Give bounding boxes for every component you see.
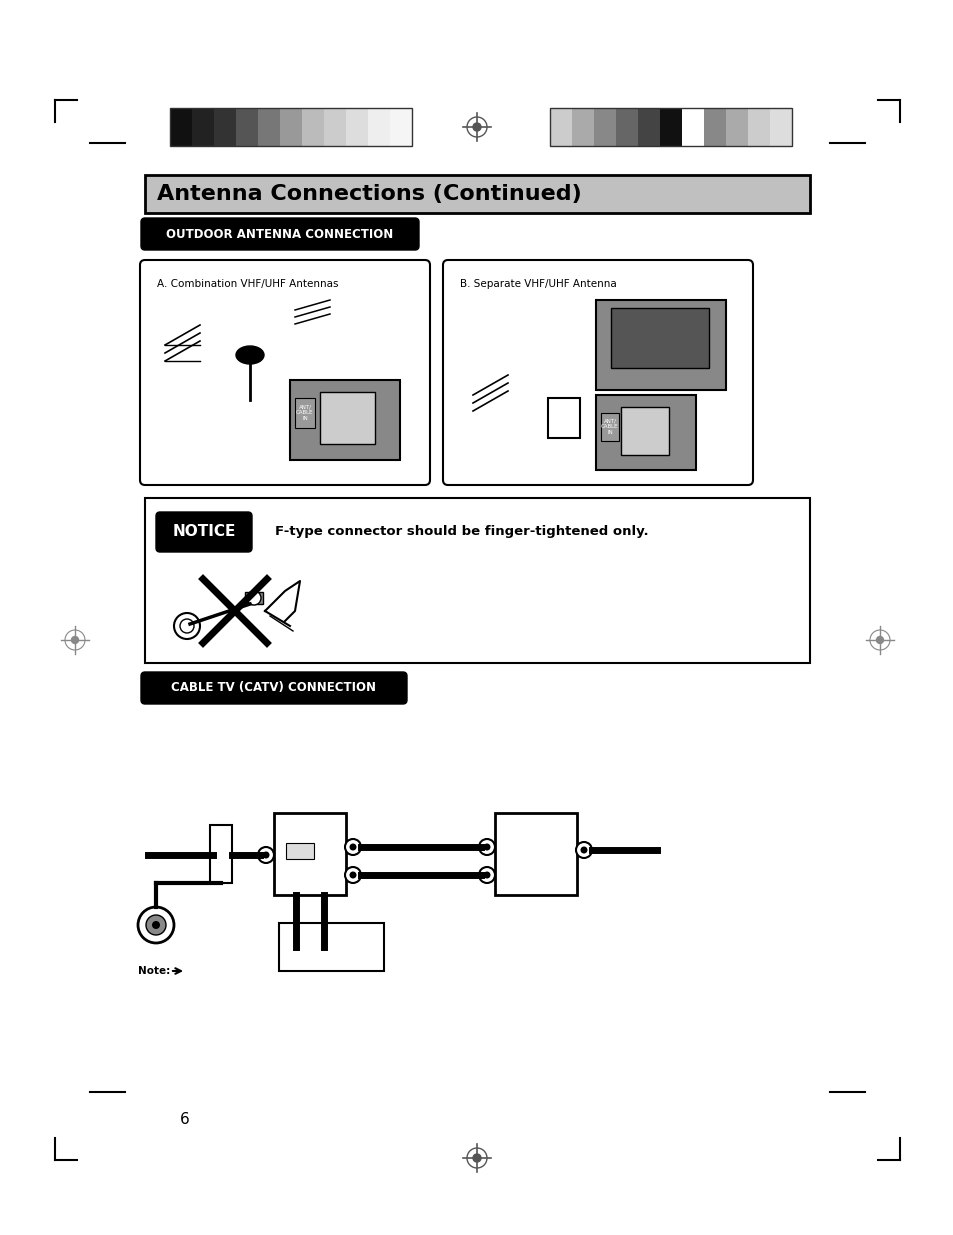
Bar xyxy=(550,107,572,146)
Bar xyxy=(274,813,346,895)
Bar xyxy=(703,107,725,146)
Bar xyxy=(145,175,809,212)
Bar xyxy=(170,107,192,146)
Circle shape xyxy=(180,619,193,634)
Bar xyxy=(596,300,725,390)
Text: CABLE TV (CATV) CONNECTION: CABLE TV (CATV) CONNECTION xyxy=(172,682,376,694)
Bar xyxy=(286,844,314,860)
FancyBboxPatch shape xyxy=(141,219,418,249)
Circle shape xyxy=(483,872,490,878)
Bar xyxy=(257,107,280,146)
Bar xyxy=(610,308,708,368)
Bar xyxy=(681,107,703,146)
Bar xyxy=(638,107,659,146)
Circle shape xyxy=(138,906,173,944)
Circle shape xyxy=(478,839,495,855)
Bar xyxy=(278,923,384,971)
Bar xyxy=(235,107,257,146)
Bar xyxy=(769,107,791,146)
Bar xyxy=(620,408,668,454)
Circle shape xyxy=(473,1153,480,1162)
Text: F-type connector should be finger-tightened only.: F-type connector should be finger-tighte… xyxy=(274,526,648,538)
Bar xyxy=(324,107,346,146)
Bar xyxy=(390,107,412,146)
Circle shape xyxy=(247,592,261,605)
Circle shape xyxy=(152,921,160,929)
Circle shape xyxy=(579,846,587,853)
Circle shape xyxy=(71,636,78,643)
Bar xyxy=(600,412,618,441)
Circle shape xyxy=(146,915,166,935)
Text: OUTDOOR ANTENNA CONNECTION: OUTDOOR ANTENNA CONNECTION xyxy=(166,227,394,241)
Circle shape xyxy=(349,844,356,851)
Bar xyxy=(616,107,638,146)
Ellipse shape xyxy=(235,346,264,364)
Circle shape xyxy=(345,867,360,883)
FancyBboxPatch shape xyxy=(141,672,407,704)
Circle shape xyxy=(173,613,200,638)
Bar xyxy=(294,398,314,429)
Circle shape xyxy=(876,636,882,643)
Bar xyxy=(346,107,368,146)
Text: Note:: Note: xyxy=(138,966,173,976)
Bar xyxy=(245,592,263,604)
FancyBboxPatch shape xyxy=(156,513,252,552)
Circle shape xyxy=(473,124,480,131)
Bar xyxy=(192,107,213,146)
Text: B. Separate VHF/UHF Antenna: B. Separate VHF/UHF Antenna xyxy=(459,279,616,289)
Bar xyxy=(210,825,232,883)
Circle shape xyxy=(257,847,274,863)
Circle shape xyxy=(262,851,269,858)
Bar xyxy=(213,107,235,146)
Circle shape xyxy=(292,951,299,960)
Text: 6: 6 xyxy=(180,1113,190,1128)
Text: ANT/
CABLE
IN: ANT/ CABLE IN xyxy=(600,419,618,435)
Bar xyxy=(547,398,579,438)
Text: A. Combination VHF/UHF Antennas: A. Combination VHF/UHF Antennas xyxy=(157,279,338,289)
Bar xyxy=(659,107,681,146)
Bar xyxy=(495,813,577,895)
Circle shape xyxy=(345,839,360,855)
Bar xyxy=(170,107,412,146)
FancyBboxPatch shape xyxy=(140,261,430,485)
Circle shape xyxy=(349,872,356,878)
Text: ANT/
CABLE
IN: ANT/ CABLE IN xyxy=(296,405,314,421)
Bar xyxy=(290,380,399,459)
Bar xyxy=(319,391,375,445)
Bar xyxy=(368,107,390,146)
Circle shape xyxy=(319,951,328,960)
Bar xyxy=(725,107,747,146)
Bar xyxy=(572,107,594,146)
Circle shape xyxy=(483,844,490,851)
Circle shape xyxy=(287,946,305,965)
Bar xyxy=(280,107,302,146)
Circle shape xyxy=(576,842,592,858)
Bar xyxy=(302,107,324,146)
Bar xyxy=(747,107,769,146)
Circle shape xyxy=(314,946,333,965)
Text: Antenna Connections (Continued): Antenna Connections (Continued) xyxy=(157,184,581,204)
FancyBboxPatch shape xyxy=(442,261,752,485)
Text: NOTICE: NOTICE xyxy=(172,525,235,540)
Bar xyxy=(145,498,809,663)
Bar xyxy=(596,395,696,471)
Bar xyxy=(550,107,791,146)
Circle shape xyxy=(478,867,495,883)
Bar xyxy=(594,107,616,146)
